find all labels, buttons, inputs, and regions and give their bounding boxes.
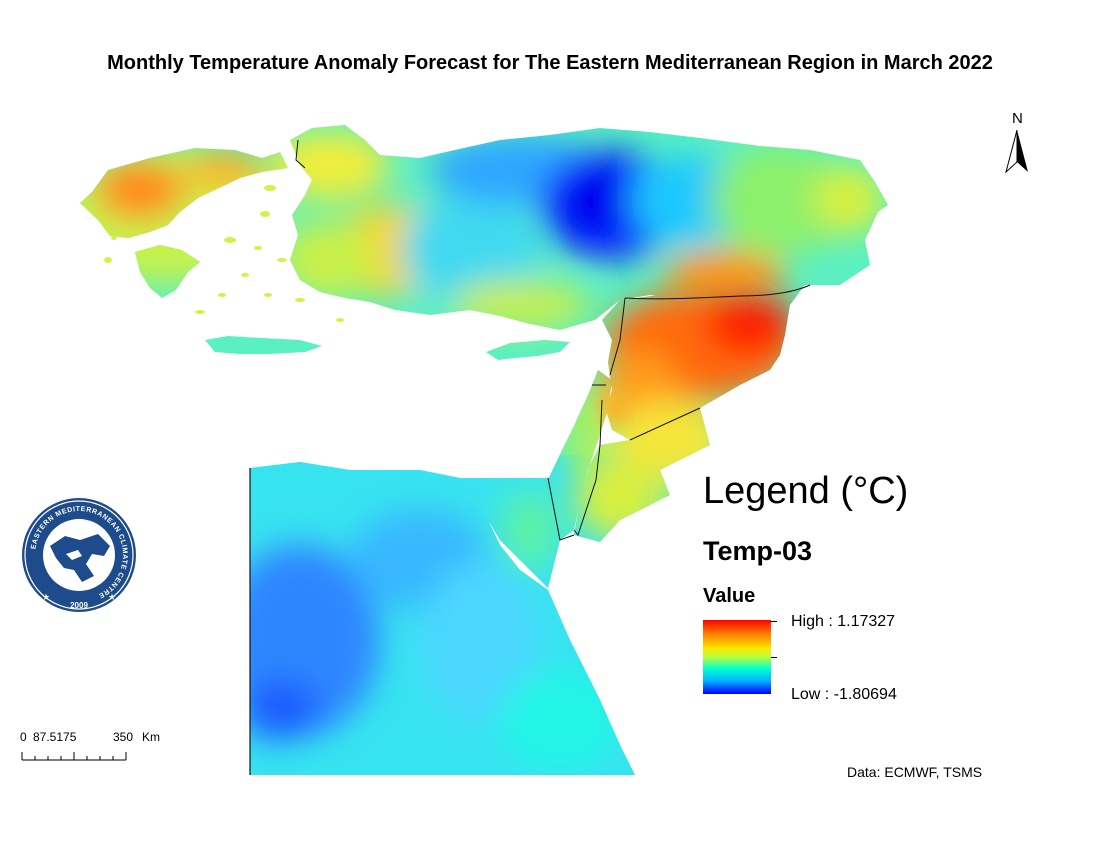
legend-ramp-tick-mid xyxy=(771,657,777,658)
north-arrow-label: N xyxy=(1012,110,1023,127)
emcc-logo: EASTERN MEDITERRANEAN CLIMATE CENTRE 200… xyxy=(22,498,136,612)
map-title: Monthly Temperature Anomaly Forecast for… xyxy=(107,52,993,74)
logo-year: 2009 xyxy=(70,601,88,610)
scale-bar xyxy=(21,752,127,761)
logo-star-icon: ★ xyxy=(108,592,116,602)
scale-label-zero: 0 xyxy=(20,730,27,744)
data-credit: Data: ECMWF, TSMS xyxy=(847,764,983,780)
scale-label-mid: 87.5175 xyxy=(33,730,77,744)
north-arrow-icon xyxy=(1005,129,1028,174)
scale-label-unit: Km xyxy=(142,730,160,744)
legend-heading: Legend (°C) xyxy=(703,470,909,512)
legend-color-ramp xyxy=(703,620,771,694)
legend-high-label: High : 1.17327 xyxy=(791,613,896,630)
scale-label-max: 350 xyxy=(113,730,134,744)
legend-field-name: Value xyxy=(703,585,756,607)
legend-layer-name: Temp-03 xyxy=(703,536,813,566)
legend-low-label: Low : -1.80694 xyxy=(791,686,897,703)
logo-star-icon: ★ xyxy=(42,592,50,602)
legend-ramp-tick-high xyxy=(771,621,777,622)
